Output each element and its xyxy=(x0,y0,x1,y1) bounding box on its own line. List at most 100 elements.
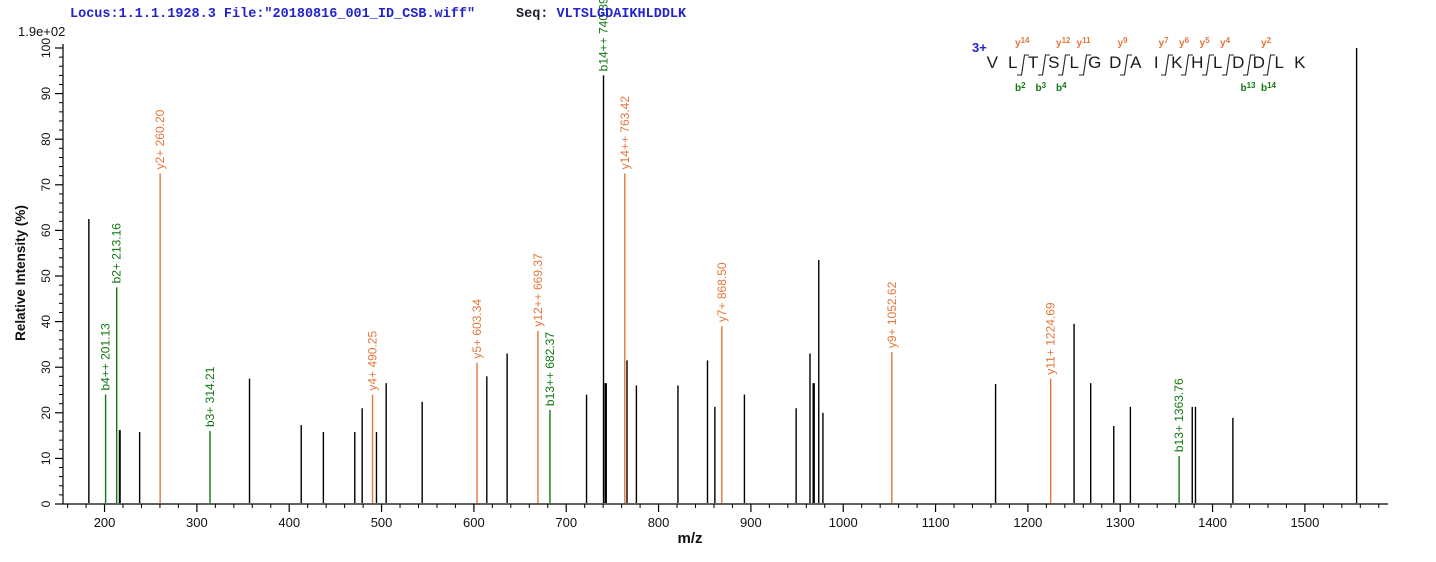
cleavage-slash-icon xyxy=(1263,54,1275,76)
cleavage-slash-icon xyxy=(1119,54,1132,76)
peak-ion-label: b2+ 213.16 xyxy=(110,223,124,284)
x-tick-label: 200 xyxy=(94,515,116,530)
cleavage-slash-icon xyxy=(1222,54,1234,76)
peak-ion-label: b13+ 1363.76 xyxy=(1172,378,1186,452)
x-tick-label: 1200 xyxy=(1013,515,1042,530)
cleavage-slash-icon xyxy=(1037,54,1050,76)
cleavage-mark: y9 xyxy=(1118,36,1133,80)
y-ion-tag: y14 xyxy=(1015,36,1030,49)
y-ion-tag: y4 xyxy=(1220,36,1231,49)
locus-file-title: Locus:1.1.1.1928.3 File:"20180816_001_ID… xyxy=(70,7,476,22)
y-tick-label: 30 xyxy=(39,360,53,374)
y-tick-label: 10 xyxy=(39,451,53,465)
x-tick-label: 700 xyxy=(555,515,577,530)
cleavage-mark: b3 xyxy=(1036,50,1051,94)
cleavage-mark: y6 xyxy=(1179,36,1194,80)
x-tick-label: 300 xyxy=(186,515,208,530)
b-ion-tag: b13 xyxy=(1240,81,1256,94)
residue-letter: L xyxy=(1069,53,1079,72)
y-tick-label: 40 xyxy=(39,315,53,329)
residue-letter: D xyxy=(1252,53,1265,72)
y-ion-tag: y2 xyxy=(1261,36,1272,49)
residue-letter: S xyxy=(1048,53,1060,72)
peak-ion-label: y11+ 1224.69 xyxy=(1044,302,1058,375)
cleavage-mark: y12 b4 xyxy=(1056,36,1071,94)
x-tick-label: 1400 xyxy=(1198,515,1227,530)
residue-letter: G xyxy=(1088,53,1102,72)
cleavage-mark: b13 xyxy=(1241,50,1256,94)
b-ion-tag: b14 xyxy=(1261,81,1277,94)
peak-ion-label: y7+ 868.50 xyxy=(715,262,729,322)
cleavage-mark: y7 xyxy=(1159,36,1174,80)
cleavage-slash-icon xyxy=(1078,54,1091,76)
residue-letter: K xyxy=(1171,53,1183,72)
peak-ion-label: y5+ 603.34 xyxy=(470,299,484,359)
x-tick-label: 600 xyxy=(463,515,485,530)
peak-ion-label: b14++ 740.39 xyxy=(597,0,611,71)
x-tick-label: 400 xyxy=(278,515,300,530)
residue-letter: I xyxy=(1153,53,1159,72)
residue-letter: L xyxy=(1213,53,1223,72)
cleavage-mark: y2 b14 xyxy=(1261,36,1276,94)
cleavage-mark: y4 xyxy=(1220,36,1235,80)
sequence-title: Seq: VLTSLGDAIKHLDDLK xyxy=(516,7,686,22)
y-tick-label: 20 xyxy=(39,406,53,420)
residue-letter: D xyxy=(1232,53,1245,72)
cleavage-slash-icon xyxy=(1058,54,1070,76)
cleavage-slash-icon xyxy=(1160,54,1173,76)
peak-ion-label: y4+ 490.25 xyxy=(366,331,380,391)
y-tick-label: 80 xyxy=(39,132,53,146)
peak-ion-label: y9+ 1052.62 xyxy=(885,281,899,348)
y-tick-label: 50 xyxy=(39,269,53,283)
x-tick-label: 1100 xyxy=(922,515,950,530)
y-ion-tag: y11 xyxy=(1076,36,1091,49)
precursor-charge-label: 3+ xyxy=(972,40,987,55)
x-tick-label: 500 xyxy=(371,515,393,530)
cleavage-slash-icon xyxy=(1181,54,1193,76)
b-ion-tag: b4 xyxy=(1056,81,1067,94)
y-tick-label: 100 xyxy=(39,38,53,58)
cleavage-mark: y11 xyxy=(1077,36,1092,80)
y-axis-title: Relative Intensity (%) xyxy=(13,205,28,341)
cleavage-mark: y14 b2 xyxy=(1015,36,1030,94)
y-tick-label: 0 xyxy=(39,500,53,507)
y-ion-tag: y12 xyxy=(1056,36,1071,49)
x-tick-label: 1000 xyxy=(829,515,858,530)
residue-letter: L xyxy=(1008,53,1018,72)
x-tick-label: 1500 xyxy=(1290,515,1319,530)
y-ion-tag: y6 xyxy=(1179,36,1190,49)
peak-ion-label: y2+ 260.20 xyxy=(153,109,167,169)
y-ion-tag: y5 xyxy=(1199,36,1210,49)
x-tick-label: 900 xyxy=(740,515,762,530)
y-tick-label: 60 xyxy=(39,223,53,237)
peak-ion-label: y12++ 669.37 xyxy=(531,253,545,327)
y-ion-tag: y9 xyxy=(1117,36,1128,49)
y-ion-tag: y7 xyxy=(1158,36,1169,49)
residue-letter: T xyxy=(1028,53,1039,72)
cleavage-slash-icon xyxy=(1242,54,1255,76)
cleavage-mark: y5 xyxy=(1200,36,1215,80)
x-axis-title: m/z xyxy=(677,530,702,547)
residue-letter: L xyxy=(1274,53,1284,72)
residue-letter: V xyxy=(986,53,998,72)
residue-letter: K xyxy=(1294,53,1306,72)
residue-letter: H xyxy=(1191,53,1204,72)
cleavage-slash-icon xyxy=(1017,54,1029,76)
residue-letter: A xyxy=(1130,53,1142,72)
peak-ion-label: b13++ 682.37 xyxy=(543,332,557,406)
seq-label: Seq: xyxy=(516,7,557,22)
peak-ion-label: b4++ 201.13 xyxy=(99,323,113,391)
max-intensity-label: 1.9e+02 xyxy=(18,24,66,39)
y-tick-label: 70 xyxy=(39,178,53,192)
peak-ion-label: y14++ 763.42 xyxy=(618,96,632,170)
x-tick-label: 1300 xyxy=(1106,515,1135,530)
b-ion-tag: b2 xyxy=(1015,81,1026,94)
cleavage-slash-icon xyxy=(1201,54,1214,76)
x-tick-label: 800 xyxy=(648,515,670,530)
residue-letter: D xyxy=(1109,53,1122,72)
b-ion-tag: b3 xyxy=(1035,81,1047,94)
peak-ion-label: b3+ 314.21 xyxy=(203,366,217,427)
